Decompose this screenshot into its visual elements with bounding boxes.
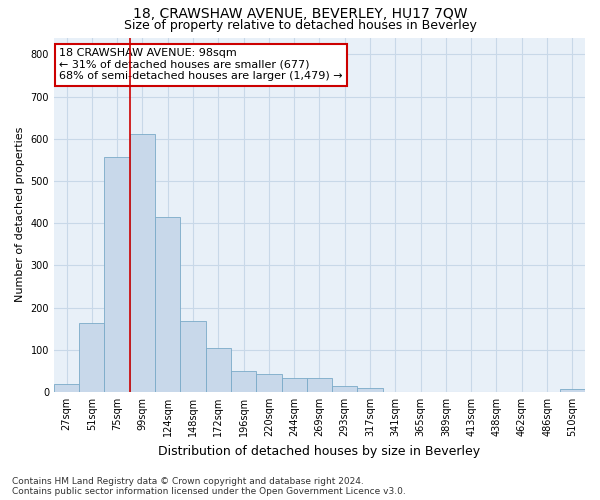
Bar [332,386,358,392]
Text: 18 CRAWSHAW AVENUE: 98sqm
← 31% of detached houses are smaller (677)
68% of semi: 18 CRAWSHAW AVENUE: 98sqm ← 31% of detac… [59,48,343,82]
Bar [231,371,256,392]
Bar [130,134,155,392]
Text: 18, CRAWSHAW AVENUE, BEVERLEY, HU17 7QW: 18, CRAWSHAW AVENUE, BEVERLEY, HU17 7QW [133,8,467,22]
Bar [79,323,104,392]
Bar [358,388,383,392]
Y-axis label: Number of detached properties: Number of detached properties [15,127,25,302]
Bar [206,348,231,392]
Text: Contains HM Land Registry data © Crown copyright and database right 2024.
Contai: Contains HM Land Registry data © Crown c… [12,476,406,496]
Bar [560,389,585,392]
Text: Size of property relative to detached houses in Beverley: Size of property relative to detached ho… [124,18,476,32]
Bar [104,158,130,392]
Bar [155,217,181,392]
Bar [256,374,281,392]
Bar [281,378,307,392]
Bar [181,321,206,392]
Bar [54,384,79,392]
X-axis label: Distribution of detached houses by size in Beverley: Distribution of detached houses by size … [158,444,481,458]
Bar [307,378,332,392]
